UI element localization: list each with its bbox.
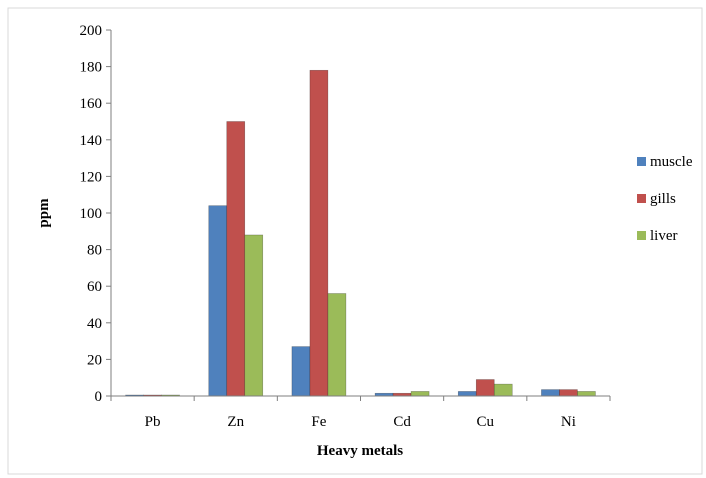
y-tick-label: 120 (80, 169, 103, 185)
y-tick-label: 60 (87, 279, 102, 295)
chart-frame (7, 7, 703, 475)
y-tick-label: 100 (80, 206, 103, 222)
legend: muscle gills liver (637, 154, 693, 244)
y-tick-label: 80 (87, 243, 102, 259)
y-tick-label: 20 (87, 352, 102, 368)
legend-label-liver: liver (650, 228, 678, 244)
legend-swatch-liver (637, 231, 646, 240)
bar-muscle-Fe (291, 346, 311, 397)
y-axis-ticks: 0 20 40 60 80 100 120 140 160 180 200 (80, 23, 111, 405)
bar-muscle-Cu (457, 391, 477, 397)
x-axis-ticks (110, 396, 611, 401)
legend-label-muscle: muscle (650, 154, 693, 170)
bar-gills-Ni (559, 389, 578, 397)
bar-liver-Cu (493, 383, 513, 397)
bar-liver-Cd (410, 391, 430, 397)
x-axis-title: Heavy metals (317, 443, 403, 459)
legend-label-gills: gills (650, 191, 676, 207)
bar-liver-Zn (244, 234, 264, 397)
x-category-label: Ni (561, 414, 576, 430)
x-category-label: Fe (311, 414, 326, 430)
x-category-label: Cd (393, 414, 411, 430)
x-category-label: Cu (476, 414, 494, 430)
y-tick-label: 160 (80, 96, 103, 112)
y-tick-label: 0 (95, 389, 103, 405)
bar-muscle-Ni (541, 389, 560, 397)
x-category-label: Zn (227, 414, 244, 430)
bar-gills-Fe (309, 69, 329, 397)
y-tick-label: 200 (80, 23, 103, 39)
bar-gills-Cu (475, 379, 495, 397)
bar-gills-Zn (226, 121, 246, 397)
x-axis-category-labels: Pb Zn Fe Cd Cu Ni (145, 414, 576, 430)
bar-liver-Ni (577, 391, 596, 397)
y-tick-label: 40 (87, 316, 102, 332)
y-axis-title: ppm (36, 198, 52, 228)
y-tick-label: 140 (80, 133, 103, 149)
bar-liver-Fe (327, 293, 347, 397)
x-category-label: Pb (145, 414, 161, 430)
bar-muscle-Zn (208, 205, 228, 397)
legend-swatch-muscle (637, 157, 646, 166)
legend-swatch-gills (637, 194, 646, 203)
y-tick-label: 180 (80, 60, 103, 76)
